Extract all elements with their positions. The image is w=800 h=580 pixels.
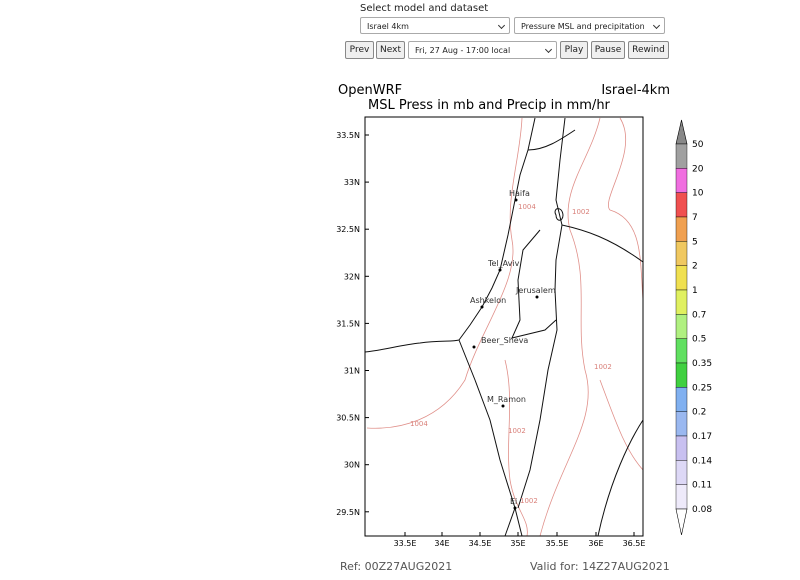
pause-button[interactable]: Pause — [591, 41, 625, 59]
colorbar-segment — [675, 192, 688, 218]
city-dot — [472, 345, 476, 349]
map-source: OpenWRF — [338, 83, 402, 98]
colorbar-label: 50 — [692, 140, 704, 150]
contour-label: 1004 — [518, 203, 536, 211]
city-label: Jerusalem — [515, 286, 556, 295]
lat-label: 29.5N — [336, 508, 360, 517]
ref-time: Ref: 00Z27AUG2021 — [340, 560, 452, 573]
colorbar-segment — [675, 143, 688, 169]
next-button[interactable]: Next — [376, 41, 405, 59]
play-button[interactable]: Play — [560, 41, 588, 59]
lat-label: 33.5N — [336, 131, 360, 140]
contour-label: 1002 — [572, 208, 590, 216]
lon-label: 34E — [434, 539, 449, 548]
colorbar-label: 7 — [692, 213, 698, 223]
colorbar-segment — [675, 435, 688, 461]
lat-label: 32N — [344, 272, 360, 281]
colorbar-top — [675, 119, 688, 145]
colorbar-segment — [675, 265, 688, 291]
pressure-contours — [366, 117, 644, 537]
colorbar-segment — [675, 216, 688, 242]
colorbar-segment — [675, 362, 688, 388]
lon-label: 36E — [588, 539, 603, 548]
colorbar-label: 5 — [692, 237, 698, 247]
city-label: M_Ramon — [487, 395, 526, 404]
colorbar-label: 0.11 — [692, 481, 712, 491]
lat-label: 31.5N — [336, 319, 360, 328]
dataset-select[interactable]: Pressure MSL and precipitation — [514, 17, 665, 34]
time-select[interactable]: Fri, 27 Aug - 17:00 local — [408, 41, 557, 59]
colorbar-label: 10 — [692, 189, 704, 199]
city-label: Ei — [510, 497, 517, 506]
colorbar-label: 0.5 — [692, 335, 706, 345]
colorbar-label: 20 — [692, 164, 704, 174]
select-label: Select model and dataset — [360, 3, 489, 14]
lon-label: 35.5E — [546, 539, 569, 548]
city-dot — [535, 295, 539, 299]
colorbar-label: 0.14 — [692, 456, 712, 466]
colorbar-segment — [675, 387, 688, 412]
coastlines-borders — [364, 117, 644, 537]
lon-label: 33.5E — [394, 539, 417, 548]
map-frame — [364, 116, 644, 537]
lat-label: 33N — [344, 178, 360, 187]
city-label: Tel_Aviv — [487, 259, 520, 268]
colorbar-label: 0.7 — [692, 310, 706, 320]
colorbar-segment — [675, 168, 688, 193]
city-label: Haifa — [509, 189, 530, 198]
lon-label: 34.5E — [469, 539, 492, 548]
colorbar-segment — [675, 484, 688, 510]
colorbar-segment — [675, 460, 688, 485]
city-label: Ashkelon — [470, 296, 506, 305]
city-dot — [514, 198, 518, 202]
city-dot — [513, 506, 517, 510]
map-title: MSL Press in mb and Precip in mm/hr — [368, 98, 611, 113]
map-domain: Israel-4km — [601, 83, 670, 98]
colorbar-label: 2 — [692, 262, 698, 272]
colorbar-segment — [675, 241, 688, 266]
model-select[interactable]: Israel 4km — [360, 17, 510, 34]
colorbar-label: 1 — [692, 286, 698, 296]
colorbar-label: 0.17 — [692, 432, 712, 442]
lat-label: 31N — [344, 367, 360, 376]
contour-label: 1002 — [594, 363, 612, 371]
colorbar-label: 0.35 — [692, 359, 712, 369]
lat-label: 30.5N — [336, 414, 360, 423]
city-dot — [480, 305, 484, 309]
contour-label: 1004 — [410, 420, 428, 428]
contour-label: 1002 — [508, 427, 526, 435]
colorbar-segment — [675, 338, 688, 364]
lat-label: 32.5N — [336, 225, 360, 234]
colorbar-bottom — [675, 508, 688, 536]
prev-button[interactable]: Prev — [345, 41, 374, 59]
colorbar-label: 0.08 — [692, 505, 712, 515]
colorbar-label: 0.2 — [692, 408, 706, 418]
city-dot — [498, 268, 502, 272]
lon-label: 35E — [510, 539, 525, 548]
rewind-button[interactable]: Rewind — [628, 41, 669, 59]
lon-label: 36.5E — [623, 539, 646, 548]
colorbar-segment — [675, 289, 688, 315]
valid-time: Valid for: 14Z27AUG2021 — [530, 560, 670, 573]
colorbar-label: 0.25 — [692, 383, 712, 393]
lat-label: 30N — [344, 461, 360, 470]
contour-label: 1002 — [520, 497, 538, 505]
colorbar-segment — [675, 411, 688, 437]
city-dot — [501, 404, 505, 408]
colorbar-segment — [675, 314, 688, 339]
city-label: Beer_Sheva — [481, 336, 528, 345]
